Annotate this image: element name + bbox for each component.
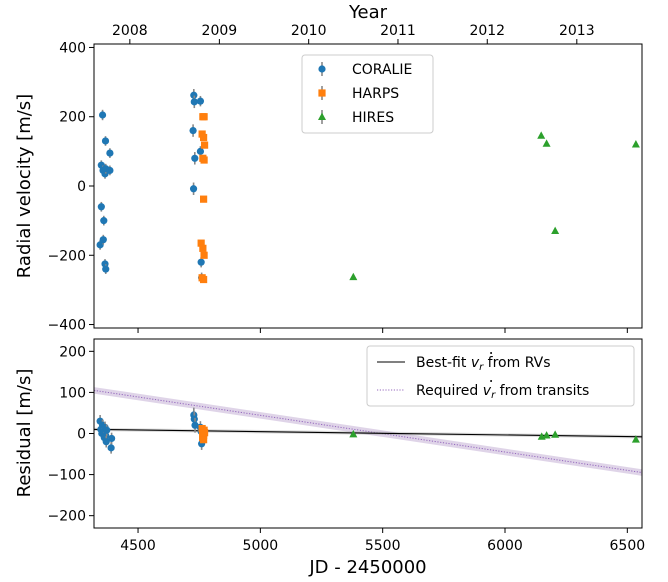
bottom-xtick-label: 6000	[487, 538, 523, 554]
top-year-tick-label: 2009	[202, 23, 238, 39]
bottom-ytick-label: −200	[48, 509, 86, 525]
bottom-hires-point	[631, 435, 640, 443]
bottom-hires-point	[551, 430, 560, 438]
legend-bestfit-label: Best-fit vr from RVs	[416, 355, 551, 373]
legend-required-label: Required vr from transits	[416, 383, 589, 401]
bottom-coralie-point	[107, 444, 115, 452]
bottom-data-marks	[96, 407, 640, 454]
top-ytick-label: 400	[59, 40, 86, 56]
top-legend-hires-label: HIRES	[352, 110, 394, 126]
top-hires-point	[551, 226, 560, 235]
top-coralie-point	[102, 265, 110, 273]
bottom-coralie-point	[103, 426, 111, 434]
bottom-coralie-point	[102, 431, 110, 440]
top-ytick-label: 0	[77, 179, 86, 195]
top-harps-point	[200, 251, 208, 259]
top-harps-point	[197, 239, 205, 247]
top-hires-point	[631, 140, 640, 148]
top-axis-label: Year	[348, 2, 388, 23]
top-plot-frame	[93, 43, 643, 329]
top-legend-box	[301, 54, 434, 134]
top-y-axis-label: Radial velocity [m/s]	[14, 94, 35, 278]
top-coralie-point	[100, 217, 108, 225]
top-coralie-point	[191, 154, 199, 162]
bottom-legend: Best-fit vr from RVs Required vr from tra…	[366, 345, 635, 407]
top-legend: CORALIE HARPS HIRES	[301, 54, 434, 134]
top-legend-harps-label: HARPS	[352, 86, 399, 102]
top-ytick-label: −200	[48, 248, 86, 264]
bottom-xtick-label: 5000	[243, 538, 279, 554]
bestfit-trend-line	[94, 428, 642, 438]
bottom-xtick-label: 5500	[365, 538, 401, 554]
top-hires-point	[537, 131, 546, 139]
bottom-ytick-label: −100	[48, 468, 86, 484]
top-harps-point	[200, 141, 209, 149]
top-coralie-point	[99, 236, 107, 244]
bottom-harps-point	[200, 436, 208, 444]
top-coralie-point	[196, 147, 205, 155]
top-coralie-point	[106, 149, 114, 157]
top-year-tick-label: 2010	[291, 23, 327, 39]
top-coralie-point	[189, 185, 198, 193]
bottom-ytick-label: 100	[59, 385, 86, 401]
top-legend-hires-marker	[318, 112, 326, 120]
top-ytick-label: −400	[48, 318, 86, 334]
vdot-accent	[490, 352, 493, 354]
top-panel: Year Radial velocity [m/s] 400 200 0 −200 −4…	[14, 2, 643, 334]
top-ticks: 400 200 0 −200 −400 2008 2009 2010 2011 2012 2013	[48, 23, 628, 334]
top-harps-point	[200, 195, 208, 203]
top-coralie-point	[190, 91, 198, 99]
top-coralie-point	[101, 137, 110, 145]
top-coralie-point	[189, 126, 197, 135]
top-legend-harps-marker	[318, 89, 326, 97]
bottom-hires-point	[542, 431, 551, 439]
top-coralie-point	[97, 203, 105, 211]
top-harps-point	[200, 275, 208, 284]
bottom-panel: Residual [m/s] JD - 2450000 200 100 0 −100 −…	[14, 338, 646, 578]
top-year-tick-label: 2012	[469, 23, 505, 39]
top-harps-point	[200, 113, 208, 121]
bottom-ytick-label: 0	[77, 427, 86, 443]
bottom-xtick-label: 4500	[120, 538, 156, 554]
bottom-trend-lines	[94, 387, 642, 476]
top-harps-point	[199, 244, 207, 252]
bottom-y-axis-label: Residual [m/s]	[14, 369, 35, 498]
bottom-plot-frame	[93, 338, 643, 529]
top-hires-point	[542, 139, 551, 147]
top-year-tick-label: 2011	[380, 23, 416, 39]
bottom-hires-point	[349, 429, 358, 438]
top-legend-coralie-marker	[318, 65, 326, 73]
top-year-tick-label: 2008	[112, 23, 148, 39]
top-harps-point	[200, 133, 208, 142]
bottom-ticks: 200 100 0 −100 −200 4500 5000 5500 6000 6500	[48, 344, 646, 554]
top-ytick-label: 200	[59, 110, 86, 126]
bottom-x-axis-label: JD - 2450000	[308, 557, 426, 578]
bottom-legend-box	[366, 345, 635, 407]
top-data-marks	[96, 89, 640, 284]
top-legend-coralie-label: CORALIE	[352, 62, 412, 78]
bottom-ytick-label: 200	[59, 344, 86, 360]
bottom-coralie-point	[108, 434, 116, 443]
bottom-coralie-point	[102, 438, 110, 446]
bottom-xtick-label: 6500	[610, 538, 646, 554]
top-coralie-point	[96, 241, 104, 249]
top-coralie-point	[98, 111, 107, 119]
top-year-tick-label: 2013	[559, 23, 595, 39]
vdot-accent	[490, 380, 493, 382]
top-harps-point	[200, 156, 208, 164]
top-coralie-point	[106, 166, 114, 175]
top-coralie-point	[190, 98, 198, 106]
top-hires-point	[349, 272, 358, 281]
bottom-harps-point	[200, 429, 209, 437]
top-coralie-point	[197, 258, 205, 266]
required-trend-band	[94, 387, 642, 476]
top-coralie-point	[196, 97, 205, 105]
